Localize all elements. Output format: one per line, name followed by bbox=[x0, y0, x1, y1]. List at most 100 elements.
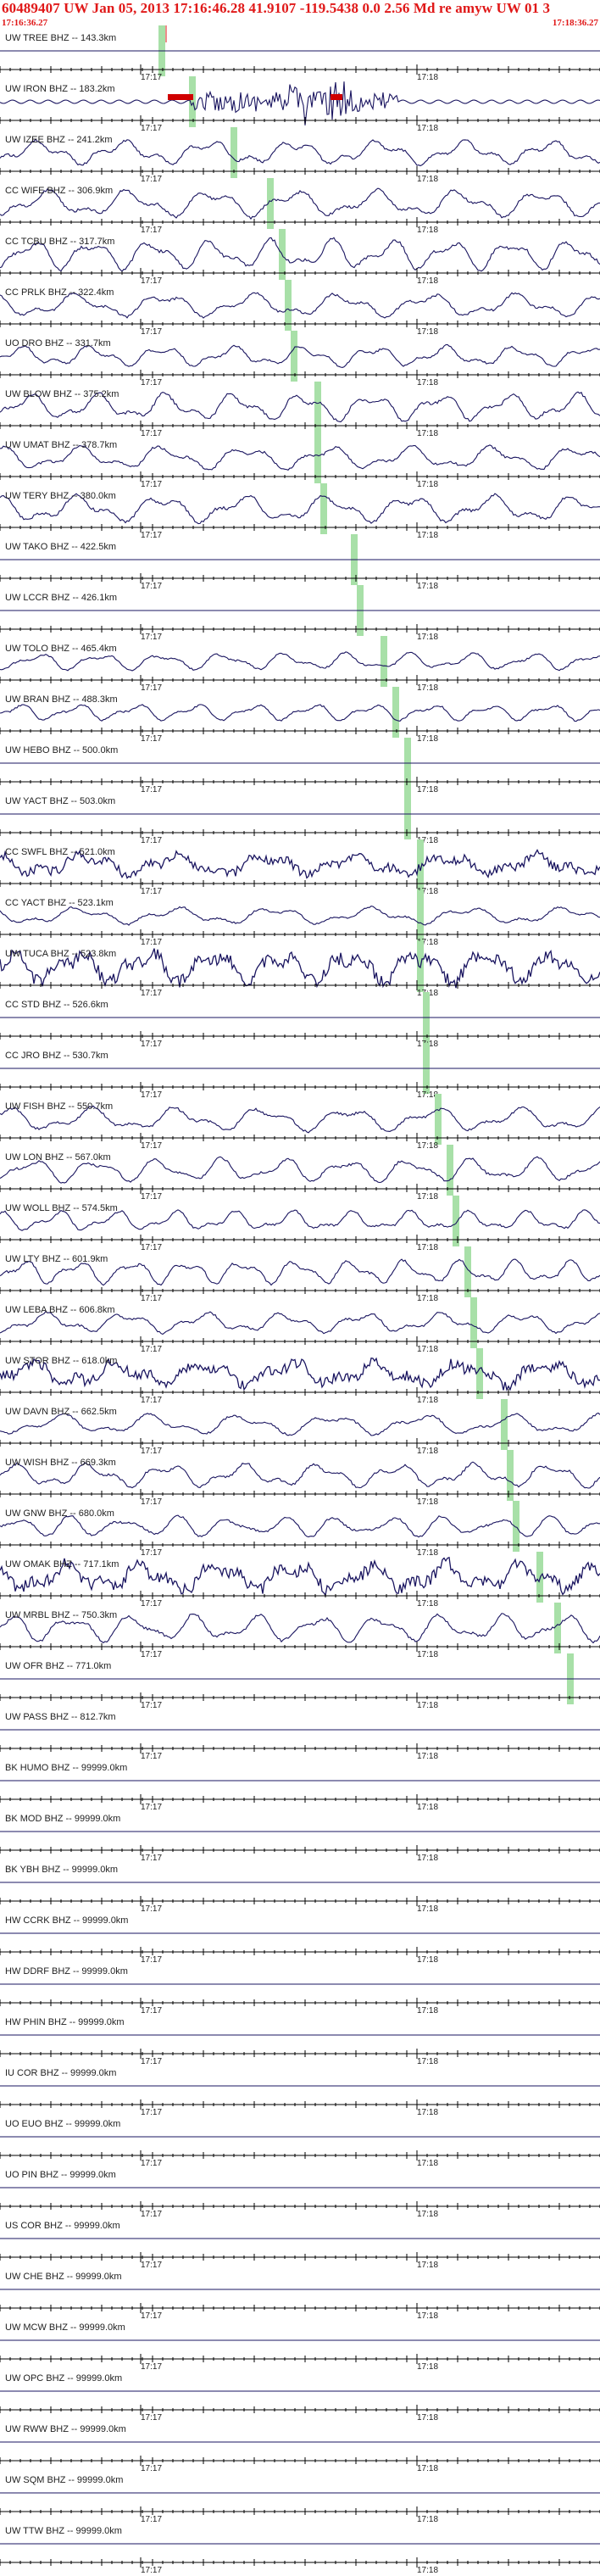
trace-label: UW RWW BHZ -- 99999.0km bbox=[5, 2424, 126, 2434]
pick-marker bbox=[501, 1399, 508, 1450]
pick-marker bbox=[447, 1145, 453, 1196]
trace-label: CC YACT BHZ -- 523.1km bbox=[5, 898, 114, 908]
time-tick-label: 17:17 bbox=[141, 2566, 162, 2575]
time-tick-label: 17:18 bbox=[417, 1599, 438, 1609]
pick-marker bbox=[314, 432, 321, 483]
trace-label: UW UMAT BHZ -- 378.7km bbox=[5, 440, 117, 450]
pick-marker bbox=[285, 280, 292, 331]
waveform-trace bbox=[0, 1105, 600, 1134]
time-tick-label: 17:18 bbox=[417, 2210, 438, 2219]
time-tick-label: 17:18 bbox=[417, 683, 438, 693]
trace-label: UW HEBO BHZ -- 500.0km bbox=[5, 745, 118, 756]
time-tick-label: 17:18 bbox=[417, 1955, 438, 1965]
trace-label: UO EUO BHZ -- 99999.0km bbox=[5, 2119, 120, 2129]
time-tick-label: 17:18 bbox=[417, 378, 438, 388]
time-tick-label: 17:17 bbox=[141, 1294, 162, 1303]
time-tick-label: 17:18 bbox=[417, 1447, 438, 1456]
pick-marker bbox=[314, 382, 321, 432]
trace-label: UW LTY BHZ -- 601.9km bbox=[5, 1254, 108, 1264]
trace-label: UO PIN BHZ -- 99999.0km bbox=[5, 2170, 116, 2180]
time-tick-label: 17:17 bbox=[141, 836, 162, 845]
waveform-trace bbox=[0, 237, 600, 272]
time-tick-label: 17:17 bbox=[141, 2362, 162, 2372]
time-tick-label: 17:17 bbox=[141, 327, 162, 337]
time-tick-label: 17:17 bbox=[141, 1243, 162, 1252]
time-tick-label: 17:17 bbox=[141, 1090, 162, 1100]
waveform-trace bbox=[0, 1258, 600, 1286]
pick-marker bbox=[392, 687, 399, 738]
pick-marker bbox=[476, 1348, 483, 1399]
time-tick-label: 17:17 bbox=[141, 1955, 162, 1965]
time-tick-label: 17:18 bbox=[417, 429, 438, 438]
event-title: 60489407 UW Jan 05, 2013 17:16:46.28 41.… bbox=[2, 0, 551, 16]
time-tick-label: 17:18 bbox=[417, 785, 438, 795]
time-tick-label: 17:17 bbox=[141, 1345, 162, 1354]
trace-label: BK HUMO BHZ -- 99999.0km bbox=[5, 1763, 127, 1773]
time-tick-label: 17:18 bbox=[417, 2515, 438, 2524]
trace-label: BK YBH BHZ -- 99999.0km bbox=[5, 1865, 118, 1875]
time-tick-label: 17:17 bbox=[141, 1497, 162, 1507]
pick-marker bbox=[464, 1246, 471, 1297]
trace-label: CC SWFL BHZ -- 521.0km bbox=[5, 847, 115, 857]
time-tick-label: 17:18 bbox=[417, 1854, 438, 1863]
trace-label: UW GNW BHZ -- 680.0km bbox=[5, 1508, 114, 1519]
waveform-trace bbox=[0, 81, 600, 125]
clip-marker bbox=[331, 94, 342, 100]
trace-label: UW STOR BHZ -- 618.0km bbox=[5, 1356, 117, 1366]
trace-label: CC WIFE BHZ -- 306.9km bbox=[5, 186, 113, 196]
time-tick-label: 17:17 bbox=[141, 1141, 162, 1151]
trace-label: UW FISH BHZ -- 550.7km bbox=[5, 1101, 113, 1112]
time-tick-label: 17:17 bbox=[141, 785, 162, 795]
time-tick-label: 17:18 bbox=[417, 1345, 438, 1354]
time-tick-label: 17:18 bbox=[417, 1396, 438, 1405]
header-bar: 60489407 UW Jan 05, 2013 17:16:46.28 41.… bbox=[0, 0, 600, 34]
waveform-trace bbox=[0, 1461, 600, 1489]
time-tick-label: 17:17 bbox=[141, 2108, 162, 2117]
time-tick-label: 17:18 bbox=[417, 2362, 438, 2372]
trace-label: UW TOLO BHZ -- 465.4km bbox=[5, 644, 117, 654]
time-tick-label: 17:18 bbox=[417, 1752, 438, 1761]
time-tick-label: 17:17 bbox=[141, 73, 162, 82]
time-tick-label: 17:17 bbox=[141, 1599, 162, 1609]
trace-label: UW YACT BHZ -- 503.0km bbox=[5, 796, 115, 806]
trace-label: UW BLOW BHZ -- 375.2km bbox=[5, 389, 119, 399]
time-tick-label: 17:17 bbox=[141, 1752, 162, 1761]
waveform-trace bbox=[0, 493, 600, 525]
waveform-trace bbox=[0, 343, 600, 368]
time-tick-label: 17:17 bbox=[141, 582, 162, 591]
trace-label: HW DDRF BHZ -- 99999.0km bbox=[5, 1966, 128, 1977]
time-tick-label: 17:17 bbox=[141, 1396, 162, 1405]
time-tick-label: 17:17 bbox=[141, 2413, 162, 2423]
time-tick-label: 17:18 bbox=[417, 2159, 438, 2168]
time-tick-label: 17:17 bbox=[141, 1548, 162, 1558]
time-tick-label: 17:17 bbox=[141, 734, 162, 744]
time-tick-label: 17:17 bbox=[141, 1904, 162, 1914]
pick-marker bbox=[417, 839, 424, 890]
time-tick-label: 17:17 bbox=[141, 531, 162, 540]
trace-label: US COR BHZ -- 99999.0km bbox=[5, 2221, 120, 2231]
time-tick-label: 17:17 bbox=[141, 633, 162, 642]
trace-label: UW TAKO BHZ -- 422.5km bbox=[5, 542, 116, 552]
trace-label: UW MRBL BHZ -- 750.3km bbox=[5, 1610, 117, 1620]
trace-label: UW CHE BHZ -- 99999.0km bbox=[5, 2272, 122, 2282]
time-tick-label: 17:17 bbox=[141, 378, 162, 388]
time-tick-label: 17:18 bbox=[417, 1090, 438, 1100]
trace-label: UW OMAK BHZ -- 717.1km bbox=[5, 1559, 119, 1570]
trace-label: HW PHIN BHZ -- 99999.0km bbox=[5, 2017, 125, 2027]
trace-label: CC PRLK BHZ -- 322.4km bbox=[5, 287, 114, 298]
time-tick-label: 17:18 bbox=[417, 327, 438, 337]
time-tick-label: 17:17 bbox=[141, 2159, 162, 2168]
time-tick-label: 17:18 bbox=[417, 1141, 438, 1151]
time-tick-label: 17:18 bbox=[417, 531, 438, 540]
trace-label: UW DAVN BHZ -- 662.5km bbox=[5, 1407, 117, 1417]
seismogram-plot: UW TREE BHZ -- 143.3km 17:17 17:18 UW IRON … bbox=[0, 25, 600, 2575]
trace-label: UO DRO BHZ -- 331.7km bbox=[5, 338, 111, 348]
waveform-trace bbox=[0, 849, 600, 879]
time-tick-label: 17:18 bbox=[417, 2566, 438, 2575]
time-tick-label: 17:18 bbox=[417, 1904, 438, 1914]
pick-marker bbox=[381, 636, 387, 687]
time-tick-label: 17:17 bbox=[141, 2311, 162, 2321]
time-tick-label: 17:18 bbox=[417, 2057, 438, 2066]
waveform-trace bbox=[0, 138, 600, 167]
waveform-trace bbox=[0, 1412, 600, 1436]
